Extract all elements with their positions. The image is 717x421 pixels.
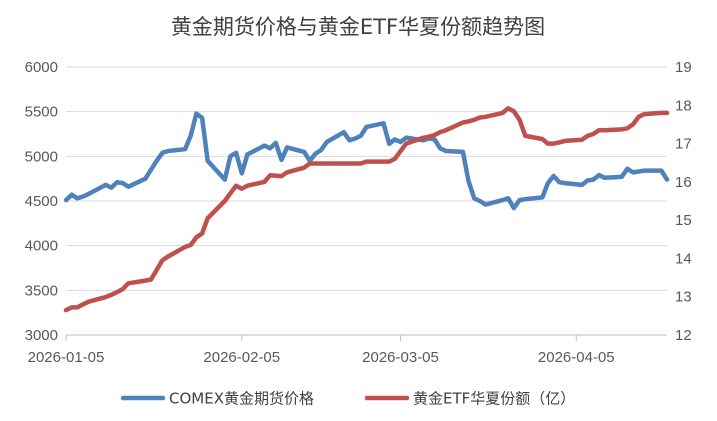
y-left-tick-label: 4500	[25, 193, 58, 210]
y-left-tick-label: 4000	[25, 238, 58, 255]
x-tick-label: 2026-02-05	[203, 349, 280, 366]
y-right-tick-label: 15	[675, 212, 692, 229]
x-tick-label: 2026-04-05	[538, 349, 615, 366]
y-left-tick-label: 3500	[25, 282, 58, 299]
chart-title: 黄金期货价格与黄金ETF华夏份额趋势图	[171, 15, 545, 39]
y-left-tick-label: 5500	[25, 104, 58, 121]
y-right-tick-label: 19	[675, 59, 692, 76]
legend: COMEX黄金期货价格 黄金ETF华夏份额（亿）	[120, 390, 575, 408]
y-right-tick-label: 18	[675, 97, 692, 114]
x-tick-label: 2026-03-05	[362, 349, 439, 366]
y-right-tick-label: 16	[675, 174, 692, 191]
y-right-tick-label: 12	[675, 327, 692, 344]
series	[63, 106, 670, 313]
y-right-tick-label: 13	[675, 289, 692, 306]
x-tick-label: 2026-01-05	[28, 349, 105, 366]
y-right-tick-label: 17	[675, 136, 692, 153]
series-line-etf-shares	[63, 106, 670, 313]
y-left-tick-label: 5000	[25, 148, 58, 165]
grid	[66, 66, 667, 291]
y-left-tick-label: 6000	[25, 59, 58, 76]
y-right-tick-label: 14	[675, 250, 692, 267]
axes: 3000 3500 4000 4500 5000 5500 6000 12 13 14 15 16 17…	[25, 59, 692, 366]
y-left-tick-label: 3000	[25, 327, 58, 344]
legend-label: COMEX黄金期货价格	[169, 390, 314, 408]
legend-label: 黄金ETF华夏份额（亿）	[413, 390, 575, 408]
series-line-comex-price	[63, 111, 670, 211]
